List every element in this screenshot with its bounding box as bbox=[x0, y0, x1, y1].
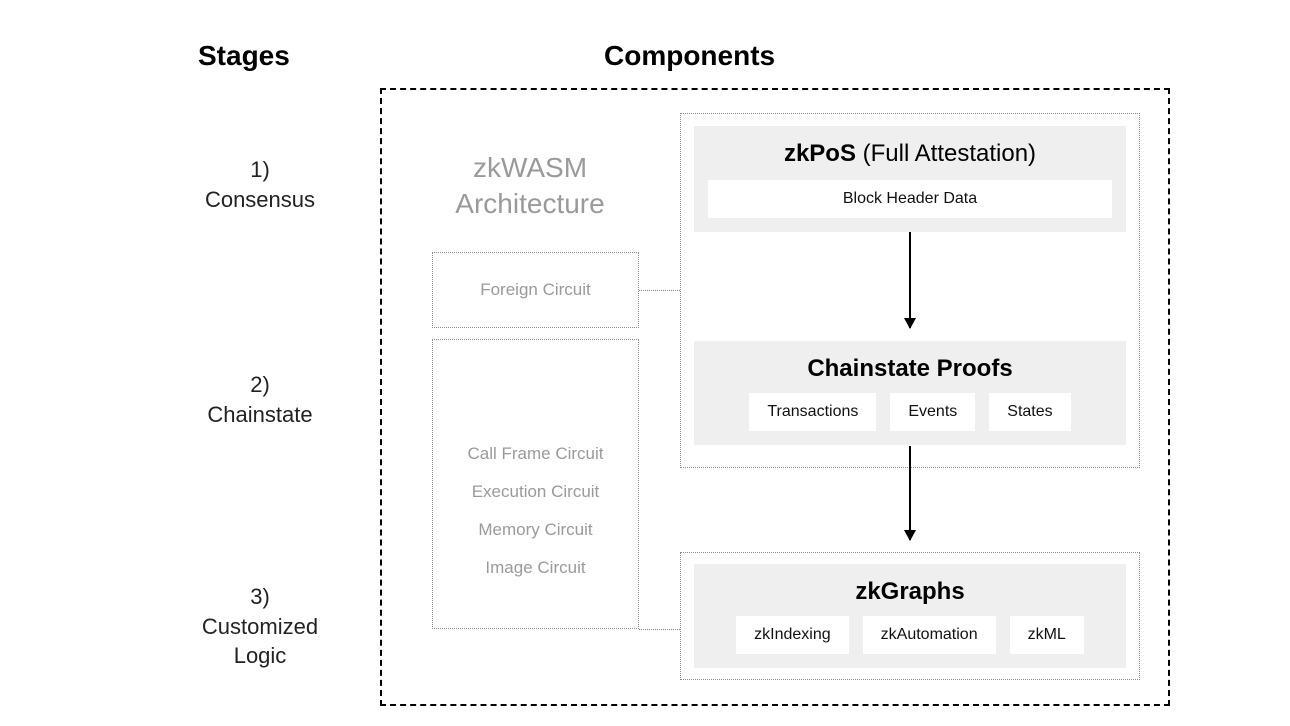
stage-1-label: Consensus bbox=[170, 185, 350, 215]
components-header: Components bbox=[604, 40, 775, 72]
stage-3-label-l2: Logic bbox=[170, 641, 350, 671]
circuit-call-frame: Call Frame Circuit bbox=[433, 444, 638, 464]
connector-circuits-to-zkgraphs bbox=[639, 629, 680, 630]
circuit-image: Image Circuit bbox=[433, 558, 638, 578]
zkpos-block: zkPoS (Full Attestation) Block Header Da… bbox=[694, 126, 1126, 232]
zkpos-chip-block-header: Block Header Data bbox=[708, 180, 1112, 218]
zkpos-subtitle: (Full Attestation) bbox=[863, 140, 1036, 167]
arrow-zkpos-chainstate bbox=[909, 232, 911, 328]
stage-3: 3) Customized Logic bbox=[170, 582, 350, 671]
stage-1: 1) Consensus bbox=[170, 155, 350, 214]
foreign-circuit-box: Foreign Circuit bbox=[432, 252, 639, 328]
circuit-execution: Execution Circuit bbox=[433, 482, 638, 502]
chainstate-title: Chainstate Proofs bbox=[708, 355, 1112, 383]
zkgraphs-chip-ml: zkML bbox=[1010, 616, 1084, 654]
circuit-list-box: Call Frame Circuit Execution Circuit Mem… bbox=[432, 339, 639, 629]
foreign-circuit-label: Foreign Circuit bbox=[480, 280, 591, 300]
zkpos-title: zkPoS bbox=[784, 140, 856, 167]
arrow-chainstate-zkgraphs bbox=[909, 446, 911, 540]
chainstate-block: Chainstate Proofs Transactions Events St… bbox=[694, 341, 1126, 445]
stage-2: 2) Chainstate bbox=[170, 370, 350, 429]
zkpos-title-row: zkPoS (Full Attestation) bbox=[708, 140, 1112, 168]
zkwasm-line2: Architecture bbox=[420, 186, 640, 222]
zkgraphs-title: zkGraphs bbox=[708, 578, 1112, 606]
chainstate-chip-transactions: Transactions bbox=[749, 393, 876, 431]
stage-2-num: 2) bbox=[170, 370, 350, 400]
diagram-canvas: Stages Components 1) Consensus 2) Chains… bbox=[0, 0, 1290, 726]
stages-header: Stages bbox=[198, 40, 290, 72]
chainstate-chip-states: States bbox=[989, 393, 1070, 431]
zkwasm-line1: zkWASM bbox=[420, 150, 640, 186]
stage-2-label: Chainstate bbox=[170, 400, 350, 430]
zkgraphs-block: zkGraphs zkIndexing zkAutomation zkML bbox=[694, 564, 1126, 668]
stage-1-num: 1) bbox=[170, 155, 350, 185]
zkgraphs-chip-indexing: zkIndexing bbox=[736, 616, 849, 654]
connector-foreign-to-right bbox=[639, 290, 680, 291]
chainstate-chip-events: Events bbox=[890, 393, 975, 431]
circuit-memory: Memory Circuit bbox=[433, 520, 638, 540]
stage-3-num: 3) bbox=[170, 582, 350, 612]
zkwasm-architecture-label: zkWASM Architecture bbox=[420, 150, 640, 223]
stage-3-label-l1: Customized bbox=[170, 612, 350, 642]
zkgraphs-chip-automation: zkAutomation bbox=[863, 616, 996, 654]
